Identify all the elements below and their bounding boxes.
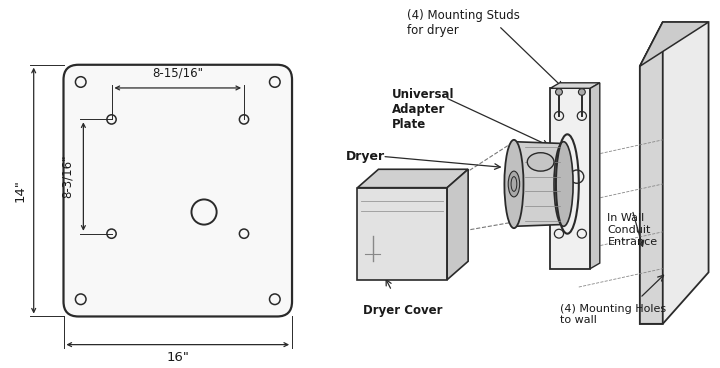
Polygon shape (590, 83, 600, 269)
Polygon shape (640, 22, 662, 324)
Text: Dryer Cover: Dryer Cover (363, 304, 443, 316)
Text: 8-15/16": 8-15/16" (152, 67, 203, 80)
Polygon shape (447, 169, 468, 280)
Circle shape (578, 89, 585, 95)
FancyBboxPatch shape (63, 65, 292, 316)
Text: 14": 14" (14, 179, 27, 202)
Polygon shape (550, 83, 600, 88)
Text: 8-3/16": 8-3/16" (60, 155, 73, 198)
Polygon shape (357, 169, 468, 188)
Circle shape (556, 89, 562, 95)
Polygon shape (357, 188, 447, 280)
Polygon shape (640, 22, 708, 66)
Text: Universal
Adapter
Plate: Universal Adapter Plate (392, 88, 454, 131)
Text: (4) Mounting Holes
to wall: (4) Mounting Holes to wall (559, 304, 666, 325)
Text: (4) Mounting Studs
for dryer: (4) Mounting Studs for dryer (407, 9, 520, 37)
Polygon shape (514, 142, 564, 226)
Text: Dryer: Dryer (346, 150, 385, 163)
Text: 16": 16" (166, 351, 189, 364)
Ellipse shape (554, 142, 573, 226)
Polygon shape (640, 22, 708, 324)
Polygon shape (550, 88, 590, 269)
Ellipse shape (505, 140, 523, 228)
Ellipse shape (508, 171, 520, 197)
Text: In Wall
Conduit
Entrance: In Wall Conduit Entrance (608, 213, 657, 247)
Ellipse shape (527, 153, 554, 171)
